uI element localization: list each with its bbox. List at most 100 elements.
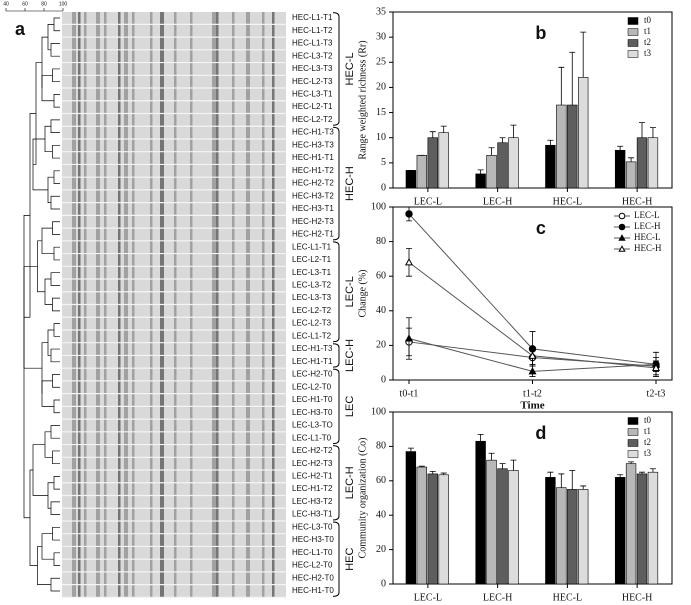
dendrogram-branch <box>50 195 60 210</box>
lane-label: HEC-H1-T1 <box>292 153 334 162</box>
plot-frame <box>392 11 673 189</box>
bar <box>497 468 508 585</box>
group-bracket <box>332 241 340 343</box>
dendrogram-branch <box>53 17 60 32</box>
error-bar <box>510 124 517 138</box>
legend-swatch <box>627 428 639 436</box>
panel-label: c <box>536 218 546 238</box>
dendrogram-branch <box>50 425 60 439</box>
bar <box>438 132 449 189</box>
bar <box>625 463 637 585</box>
lane-label: LEC-L2-T0 <box>292 382 332 391</box>
lane-label: HEC-H3-T1 <box>292 204 334 213</box>
bar <box>405 451 417 585</box>
legend-label: t1 <box>644 426 651 436</box>
legend-swatch <box>627 50 639 58</box>
lane-label: HEC-L1-T1 <box>292 13 333 22</box>
y-axis-label: Change (%) <box>357 269 368 317</box>
lane-label: LEC-L3-T1 <box>292 268 332 277</box>
group-bracket <box>332 126 340 241</box>
y-tick-label: 0 <box>381 578 386 589</box>
legend-swatch <box>627 450 639 458</box>
legend-label: t3 <box>644 448 652 458</box>
legend-swatch <box>627 417 639 425</box>
lane-label: HEC-L1-T0 <box>292 548 333 557</box>
lane-label: LEC-H2-T1 <box>292 472 333 481</box>
marker <box>404 334 414 342</box>
lane-label: HEC-L3-T2 <box>292 51 333 60</box>
legend-marker <box>618 212 626 220</box>
lane-label: HEC-L3-T0 <box>292 522 333 531</box>
y-tick-label: 0 <box>381 182 386 193</box>
dendrogram-branch <box>50 43 60 57</box>
dendrogram-branch <box>44 125 53 153</box>
group-bracket <box>332 12 340 126</box>
bar <box>545 144 556 189</box>
y-tick-label: 15 <box>376 107 386 118</box>
group-label: LEC-H <box>344 339 356 372</box>
legend-label: t0 <box>644 415 652 425</box>
dendrogram-branch <box>44 278 53 305</box>
bar <box>438 474 449 585</box>
bar <box>416 466 428 585</box>
lane-label: HEC-H1-T3 <box>292 128 334 137</box>
group-bracket <box>332 343 340 368</box>
group-label: HEC <box>344 548 356 571</box>
lane-label: HEC-L2-T3 <box>292 77 333 86</box>
bar <box>578 489 589 585</box>
error-bar <box>499 137 506 143</box>
bar <box>578 77 589 189</box>
panel-label: a <box>15 19 26 39</box>
lane-label: HEC-H1-T0 <box>292 586 334 595</box>
dendrogram-branch <box>50 119 60 133</box>
lane-label: HEC-H3-T0 <box>292 535 334 544</box>
lane-label: LEC-H2-T3 <box>292 459 333 468</box>
marker <box>405 210 413 218</box>
legend-label: LEC-H <box>634 221 661 231</box>
y-tick-label: 80 <box>376 236 386 247</box>
plot-frame <box>392 411 673 585</box>
group-label: LEC-H <box>344 466 356 499</box>
dendrogram-branch <box>53 246 60 261</box>
bar <box>545 477 556 585</box>
lane-label: HEC-L2-T0 <box>292 561 333 570</box>
x-tick-label: HEC-L <box>553 196 582 207</box>
lane-label: LEC-L1-T1 <box>292 242 332 251</box>
lane-label: HEC-L3-T1 <box>292 90 333 99</box>
error-bar <box>580 31 587 78</box>
error-bar <box>488 452 495 461</box>
y-tick-label: 60 <box>376 475 386 486</box>
error-bar <box>569 51 576 106</box>
dendrogram-branch <box>41 380 54 407</box>
lane-label: LEC-L1-T2 <box>292 331 332 340</box>
bar <box>486 155 497 189</box>
lane-label: HEC-H2-T1 <box>292 230 334 239</box>
x-axis-label: Time <box>520 400 544 412</box>
x-tick-label: LEC-L <box>414 196 442 207</box>
bar <box>636 473 648 585</box>
group-label: HEC-H <box>344 166 356 201</box>
legend-marker <box>618 234 626 241</box>
y-axis-label: Community organization (Co) <box>357 438 368 559</box>
dendrogram-branch <box>52 144 60 159</box>
lane-label: HEC-L2-T2 <box>292 115 333 124</box>
y-tick-label: 80 <box>376 441 386 452</box>
bar <box>636 137 648 189</box>
bar <box>475 173 486 189</box>
bar <box>625 161 637 189</box>
dendrogram-branch <box>41 342 48 394</box>
x-tick-label: HEC-H <box>622 592 653 603</box>
dendrogram-branch <box>52 526 60 541</box>
x-tick-label: t1-t2 <box>523 388 542 399</box>
lane-label: HEC-L1-T2 <box>292 26 333 35</box>
marker <box>528 367 537 375</box>
group-label: HEC-L <box>344 52 356 85</box>
y-tick-label: 20 <box>376 544 386 555</box>
dendrogram-branch <box>41 36 48 89</box>
dendrogram-branch <box>52 68 60 83</box>
error-bar <box>499 463 506 469</box>
y-tick-label: 40 <box>376 305 386 316</box>
lane-label: HEC-L3-T3 <box>292 64 333 73</box>
legend-swatch <box>627 28 639 36</box>
